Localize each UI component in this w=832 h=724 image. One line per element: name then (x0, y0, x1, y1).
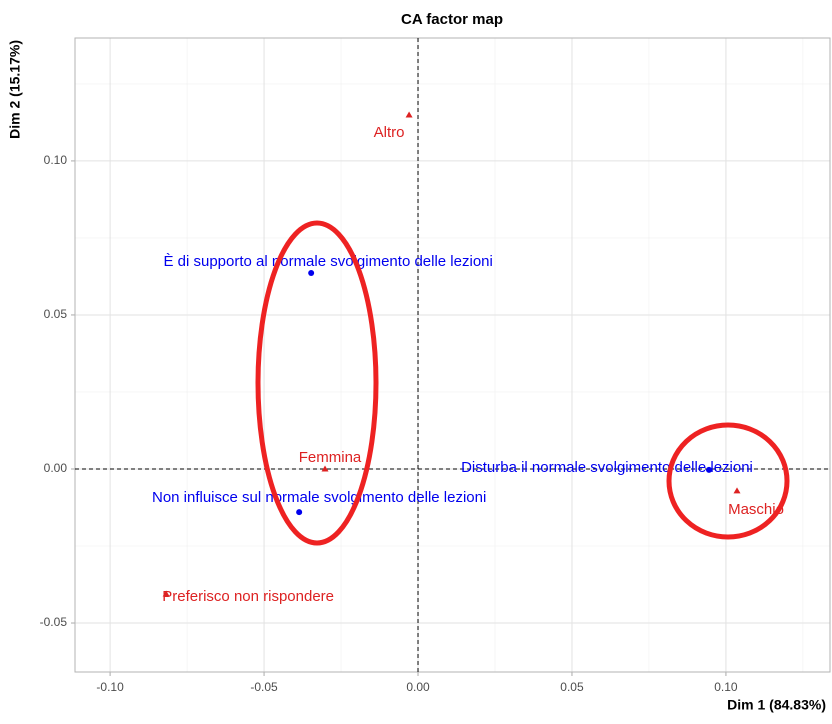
x-tick-label: 0.10 (714, 680, 738, 694)
y-tick-label: 0.10 (44, 153, 68, 167)
point-label: Preferisco non rispondere (162, 588, 334, 605)
y-axis-label: Dim 2 (15.17%) (7, 40, 23, 139)
x-tick-label: -0.10 (96, 680, 124, 694)
y-tick-label: 0.05 (44, 307, 68, 321)
point-label: Maschio (728, 501, 784, 518)
point (733, 487, 741, 494)
annotations (255, 220, 790, 546)
point-label: È di supporto al normale svolgimento del… (163, 253, 492, 270)
point-label: Non influisce sul normale svolgimento de… (152, 489, 486, 506)
point (162, 590, 170, 597)
x-tick-label: -0.05 (250, 680, 278, 694)
y-tick-label: 0.00 (44, 461, 68, 475)
x-axis-label: Dim 1 (84.83%) (727, 697, 826, 713)
chart-title: CA factor map (401, 11, 503, 28)
plot-area: -0.10 -0.05 0.00 0.05 0.10 -0.05 0.00 0.05 0.10 È… (40, 37, 831, 694)
x-tick-label: 0.05 (560, 680, 584, 694)
point (296, 509, 303, 516)
highlight-ellipse (666, 422, 790, 540)
point (405, 111, 413, 118)
panel-border (74, 37, 831, 673)
point-label: Altro (374, 124, 405, 141)
highlight-ellipse (255, 220, 379, 546)
x-tick-label: 0.00 (406, 680, 430, 694)
y-tick-label: -0.05 (40, 615, 68, 629)
point (705, 466, 712, 473)
point-label: Disturba il normale svolgimento delle le… (461, 459, 753, 476)
point (321, 465, 329, 472)
point-label: Femmina (299, 449, 362, 466)
point (308, 270, 315, 277)
